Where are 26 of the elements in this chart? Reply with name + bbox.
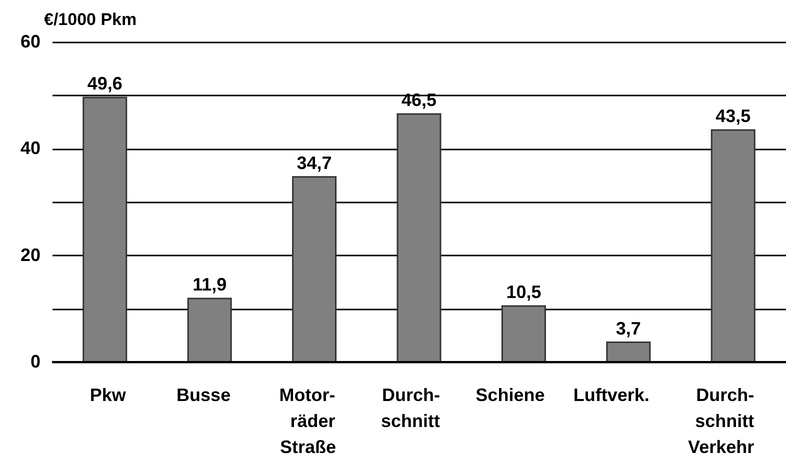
y-tick-label: 60	[20, 32, 40, 52]
bar	[501, 305, 546, 363]
x-tick-label: Schiene	[476, 385, 545, 405]
x-tick-label: Durch- schnitt	[380, 385, 440, 431]
data-label: 10,5	[506, 282, 542, 302]
data-label: 34,7	[296, 152, 332, 173]
bar	[82, 96, 128, 363]
data-label: 43,5	[716, 106, 751, 126]
data-label: 49,6	[87, 73, 122, 94]
bar	[187, 298, 232, 363]
y-tick-label: 40	[20, 138, 40, 158]
bar	[292, 176, 337, 363]
bar	[710, 129, 756, 363]
data-label: 3,7	[616, 318, 641, 338]
y-tick-label: 20	[20, 244, 40, 265]
x-tick-label: Pkw	[90, 385, 127, 405]
text: Straße	[280, 437, 336, 457]
x-tick-label: Luftverk.	[573, 385, 650, 405]
bar	[396, 113, 442, 363]
x-tick-label: Busse	[176, 385, 231, 405]
x-tick-label: Durch- schnitt Verkehr	[688, 385, 754, 457]
x-tick-label: Motor- räder	[279, 385, 336, 431]
bar	[606, 342, 651, 363]
y-axis-title: €/1000 Pkm	[44, 10, 137, 29]
data-label: 11,9	[192, 274, 227, 295]
y-tick-label: 0	[30, 352, 40, 372]
